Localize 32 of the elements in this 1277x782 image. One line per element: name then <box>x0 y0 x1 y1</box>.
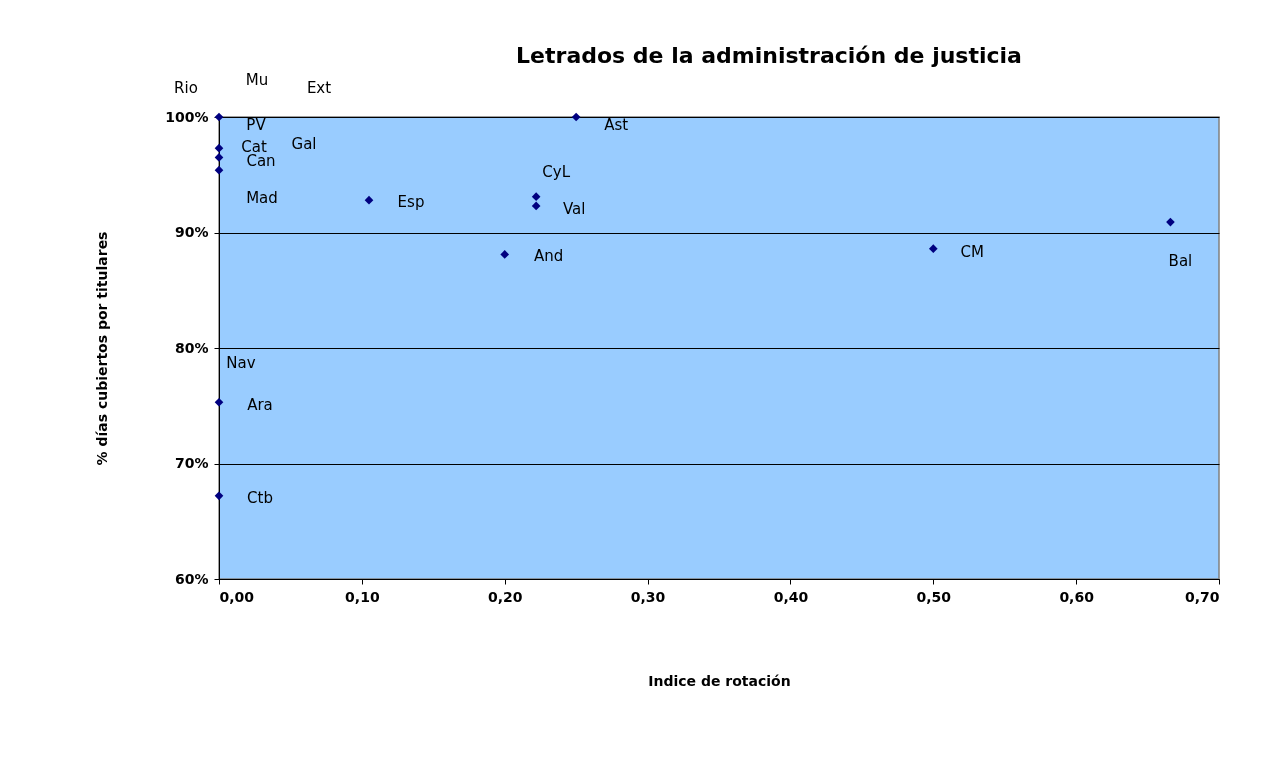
annotation: Rio <box>174 79 198 97</box>
annotation: Ctb <box>247 488 273 507</box>
annotation: Ast <box>604 116 629 134</box>
x-tick-label: 0,20 <box>487 588 523 605</box>
x-tick-label: 0,00 <box>219 588 255 605</box>
annotation: Esp <box>397 193 425 212</box>
annotation: CyL <box>542 162 571 181</box>
x-tick-label: 0,30 <box>630 588 666 605</box>
annotation: Nav <box>226 354 256 372</box>
annotation: Ara <box>247 396 273 415</box>
annotation: And <box>534 247 564 266</box>
y-tick-label: 70% <box>174 455 209 471</box>
y-tick-label: 80% <box>174 339 209 356</box>
y-axis-title: % días cubiertos por titulares <box>94 231 111 466</box>
chart-title: Letrados de la administración de justicia <box>516 43 1022 68</box>
x-axis-title: Indice de rotación <box>648 672 791 689</box>
x-tick-label: 0,60 <box>1059 588 1095 605</box>
x-tick-label: 0,40 <box>773 588 809 605</box>
annotation: Gal <box>291 135 317 153</box>
y-tick-label: 90% <box>174 224 209 240</box>
annotation: CM <box>960 242 984 261</box>
y-tick-label: 60% <box>174 570 209 587</box>
x-tick-label: 0,50 <box>916 588 952 605</box>
annotation: Bal <box>1168 252 1193 271</box>
annotation: Mu <box>245 71 269 89</box>
y-tick-label: 100% <box>165 108 209 125</box>
annotation: Mad <box>246 189 278 208</box>
x-tick-label: 0,70 <box>1184 588 1220 605</box>
annotation: PV <box>246 116 267 134</box>
annotation: Val <box>562 199 586 218</box>
text: Ext <box>306 79 332 97</box>
x-tick-label: 0,10 <box>345 588 380 605</box>
